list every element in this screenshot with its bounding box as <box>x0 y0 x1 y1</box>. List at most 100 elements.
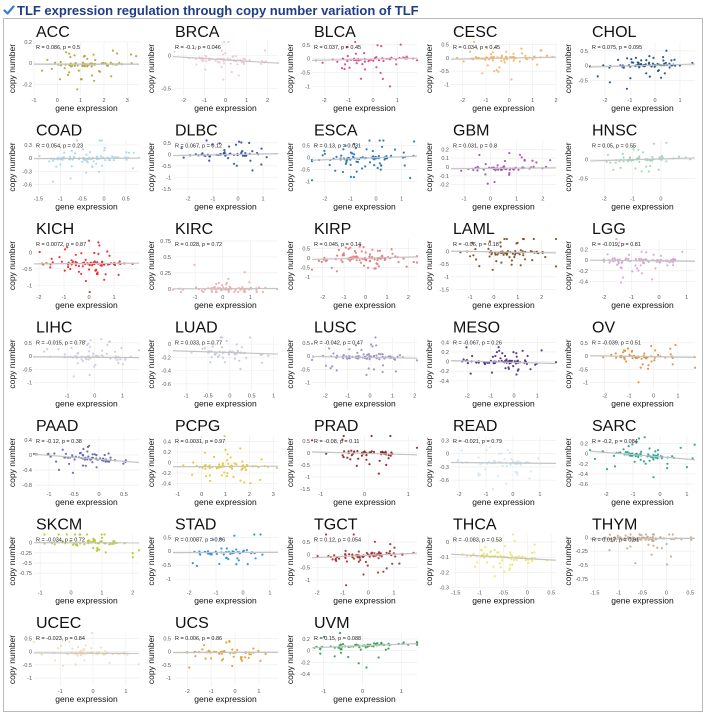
y-tick-label: 0.5 <box>302 540 310 546</box>
data-point <box>626 347 630 350</box>
data-point <box>602 356 605 359</box>
y-tick-label: -0.2 <box>162 355 171 361</box>
plot-area <box>34 633 139 686</box>
data-point <box>221 462 224 465</box>
x-axis-label: gene expression <box>55 300 118 310</box>
y-tick-label: -0.2 <box>301 660 310 666</box>
data-point <box>89 345 92 348</box>
data-point <box>619 266 622 269</box>
x-tick-label: 1 <box>515 197 518 203</box>
y-axis-label: copy number <box>285 438 295 487</box>
trend-line <box>589 450 696 461</box>
data-point <box>624 534 627 537</box>
data-point <box>220 65 223 68</box>
y-tick-label: 0.3 <box>441 438 449 444</box>
x-tick-label: 1 <box>516 295 519 301</box>
data-point <box>351 553 354 556</box>
data-point <box>102 61 105 65</box>
x-tick-label: -0.5 <box>638 591 647 597</box>
data-point <box>358 556 361 559</box>
data-point <box>221 336 224 339</box>
data-point <box>666 563 669 566</box>
data-point <box>549 159 552 162</box>
x-axis-label: gene expression <box>611 202 674 212</box>
y-tick-label: -0.2 <box>162 471 171 477</box>
data-point <box>323 149 326 152</box>
y-tick-label: -1 <box>166 577 171 583</box>
correlation-label: R = 0.034, p = 0.45 <box>453 45 500 51</box>
data-point <box>194 46 197 49</box>
data-point <box>488 361 491 364</box>
x-tick-label: 0 <box>372 98 375 104</box>
x-tick-label: 1 <box>249 295 252 301</box>
x-axis-label: gene expression <box>333 399 396 409</box>
data-point <box>657 353 660 357</box>
y-tick-label: -0.6 <box>23 183 32 189</box>
x-tick-label: 0 <box>374 197 377 203</box>
data-point <box>630 58 633 61</box>
data-point <box>310 179 314 182</box>
data-point <box>106 64 109 67</box>
data-point <box>476 561 479 564</box>
data-point <box>368 255 371 258</box>
panel-title: LAML <box>453 221 495 238</box>
data-point <box>220 547 223 550</box>
data-point <box>499 245 502 248</box>
x-tick-label: 1 <box>272 394 275 400</box>
data-point <box>652 476 655 479</box>
data-point <box>472 254 475 257</box>
data-point <box>618 160 621 163</box>
data-point <box>505 464 508 468</box>
data-point <box>476 169 479 172</box>
data-point <box>344 246 347 249</box>
correlation-label: R = -0.083, p = 0.53 <box>453 538 502 544</box>
trend-line <box>589 63 696 68</box>
data-point <box>508 451 511 454</box>
data-point <box>342 643 345 646</box>
y-axis-label: copy number <box>285 241 295 290</box>
data-point <box>471 241 474 244</box>
data-point <box>650 360 653 363</box>
data-point <box>91 165 94 168</box>
data-point <box>68 155 72 158</box>
data-point <box>223 471 226 474</box>
data-point <box>243 656 247 659</box>
data-point <box>378 459 381 462</box>
plot-area <box>451 42 556 95</box>
data-point <box>233 357 236 360</box>
data-point <box>398 354 402 357</box>
y-tick-label: -0.5 <box>23 663 32 669</box>
x-tick-label: 3 <box>126 98 129 104</box>
data-point <box>397 260 400 264</box>
data-point <box>365 666 368 669</box>
y-tick-label: 0.5 <box>24 341 32 347</box>
data-point <box>349 163 352 166</box>
data-point <box>469 50 472 53</box>
x-tick-label: 0.5 <box>547 591 555 597</box>
x-tick-label: -2 <box>465 394 470 400</box>
data-point <box>640 272 644 275</box>
data-point <box>323 152 326 155</box>
data-point <box>65 533 68 536</box>
data-point <box>70 346 73 349</box>
data-point <box>79 654 83 657</box>
y-tick-label: -1.5 <box>301 487 310 493</box>
data-point <box>654 267 657 270</box>
data-point <box>245 468 248 472</box>
data-point <box>651 155 654 158</box>
x-tick-label: -2 <box>181 98 186 104</box>
data-point <box>380 641 383 645</box>
data-point <box>608 533 612 536</box>
data-point <box>483 556 486 559</box>
x-axis-label: gene expression <box>194 497 257 507</box>
data-point <box>116 52 119 55</box>
y-tick-label: -0.5 <box>301 565 310 571</box>
data-point <box>104 551 107 554</box>
data-point <box>349 259 352 262</box>
data-point <box>677 155 681 158</box>
correlation-label: R = -0.1, p = 0.046 <box>175 45 221 51</box>
data-point <box>108 661 111 665</box>
data-point <box>654 450 657 453</box>
data-point <box>99 264 102 267</box>
